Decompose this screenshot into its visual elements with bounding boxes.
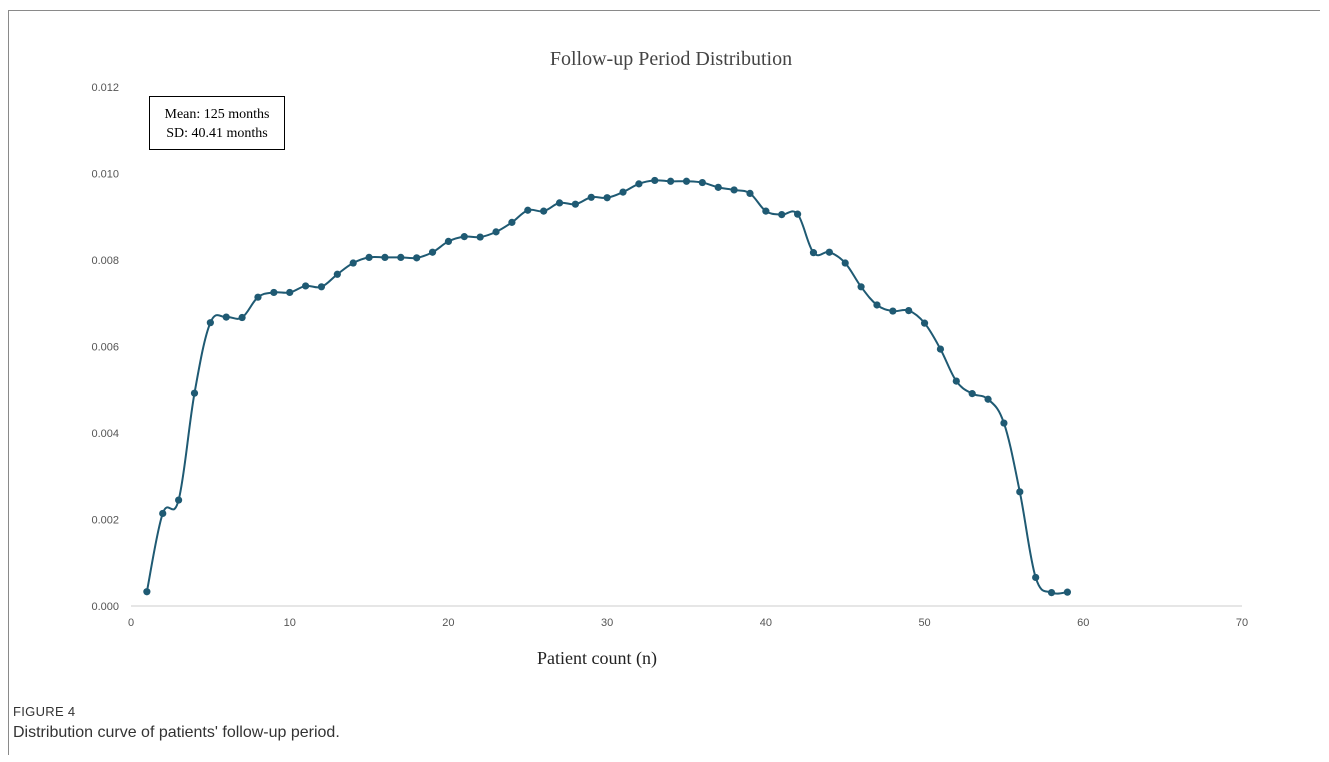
data-point	[1032, 573, 1040, 582]
data-point	[920, 319, 929, 327]
sd-annotation: SD: 40.41 months	[166, 126, 268, 141]
data-point	[159, 509, 167, 518]
data-point	[1016, 488, 1024, 496]
data-point	[540, 207, 548, 215]
x-tick-label: 70	[1236, 617, 1248, 629]
data-point	[238, 313, 246, 322]
data-point	[825, 248, 833, 256]
data-point	[968, 390, 976, 398]
data-point	[1000, 419, 1008, 427]
data-point	[270, 288, 278, 297]
x-tick-label: 0	[128, 617, 134, 629]
mean-annotation: Mean: 125 months	[164, 107, 270, 122]
data-point	[222, 313, 230, 321]
data-point	[571, 200, 580, 208]
data-point	[984, 395, 992, 403]
data-point	[619, 188, 627, 196]
data-point	[524, 206, 532, 214]
data-point	[873, 301, 881, 309]
data-point	[175, 496, 183, 504]
data-point	[778, 210, 786, 219]
data-point	[936, 345, 945, 353]
data-point	[508, 218, 516, 226]
data-point	[444, 237, 453, 245]
data-point	[254, 293, 262, 301]
data-point	[286, 288, 294, 297]
data-point	[206, 319, 214, 327]
data-point	[809, 249, 818, 257]
data-point	[682, 177, 691, 185]
y-tick-label: 0.006	[91, 342, 119, 354]
data-point	[1047, 588, 1056, 597]
data-point	[349, 259, 357, 267]
data-point	[635, 180, 643, 188]
data-point	[460, 233, 468, 241]
data-point	[762, 207, 770, 215]
y-tick-label: 0.002	[91, 515, 119, 527]
data-point	[587, 193, 595, 201]
data-point	[794, 210, 802, 218]
x-tick-label: 50	[918, 617, 930, 629]
stats-annotation-box: Mean: 125 months SD: 40.41 months	[149, 96, 285, 150]
data-point	[413, 254, 421, 262]
x-axis-ticks: 0 10 20 30 40 50 60 70	[128, 617, 1248, 629]
y-tick-label: 0.010	[91, 169, 119, 181]
x-tick-label: 10	[284, 617, 296, 629]
data-point	[698, 178, 706, 187]
data-point	[746, 189, 754, 197]
data-point	[428, 248, 437, 256]
chart-title: Follow-up Period Distribution	[550, 48, 792, 70]
data-point	[397, 253, 405, 262]
data-point	[730, 186, 738, 194]
x-tick-label: 30	[601, 617, 613, 629]
line-chart: Follow-up Period Distribution 0 10 20 30 40 5…	[91, 48, 1248, 669]
data-point	[301, 282, 310, 290]
x-tick-label: 60	[1077, 617, 1089, 629]
data-point	[841, 259, 849, 267]
data-point	[905, 307, 913, 315]
data-point	[555, 199, 564, 207]
data-point	[381, 253, 389, 262]
figure-label: FIGURE 4	[13, 704, 76, 719]
data-point	[143, 588, 151, 596]
data-point	[857, 283, 865, 291]
y-tick-label: 0.008	[91, 255, 119, 267]
data-point	[952, 377, 960, 385]
y-tick-label: 0.004	[91, 428, 119, 440]
data-point	[714, 183, 722, 191]
data-point	[190, 389, 199, 397]
figure-frame	[8, 10, 1320, 755]
data-point	[317, 283, 326, 291]
data-points	[143, 176, 1072, 597]
data-point	[1063, 588, 1072, 596]
data-point	[333, 270, 341, 278]
y-tick-label: 0.000	[91, 601, 119, 613]
data-point	[476, 233, 484, 241]
y-tick-label: 0.012	[91, 82, 119, 94]
data-point	[603, 194, 611, 202]
data-point	[651, 176, 659, 185]
series-line	[145, 179, 1068, 595]
data-point	[492, 228, 500, 236]
figure-caption: Distribution curve of patients' follow-u…	[13, 724, 340, 741]
data-point	[365, 253, 373, 262]
y-axis-ticks: 0.000 0.002 0.004 0.006 0.008 0.010 0.012	[91, 82, 119, 613]
data-point	[667, 177, 675, 185]
x-tick-label: 20	[442, 617, 454, 629]
data-point	[889, 307, 897, 315]
x-tick-label: 40	[760, 617, 772, 629]
x-axis-label: Patient count (n)	[537, 648, 657, 669]
